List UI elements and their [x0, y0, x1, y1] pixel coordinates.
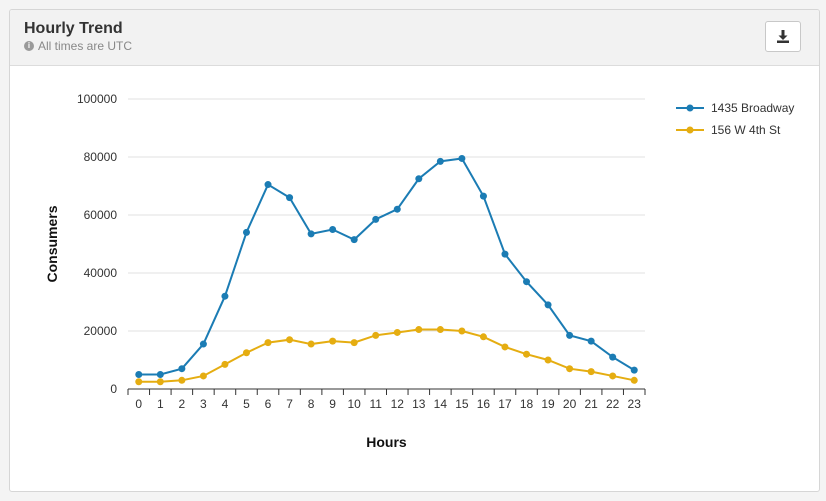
x-tick-label: 13 — [412, 397, 426, 411]
data-point — [436, 157, 444, 165]
data-point — [630, 376, 638, 384]
x-tick-label: 4 — [222, 397, 229, 411]
data-point — [242, 349, 250, 357]
x-tick-label: 21 — [584, 397, 598, 411]
x-tick-label: 3 — [200, 397, 207, 411]
x-tick-label: 22 — [606, 397, 620, 411]
data-point — [372, 331, 380, 339]
y-tick-label: 40000 — [84, 266, 118, 280]
data-point — [135, 378, 143, 386]
legend-label: 1435 Broadway — [711, 101, 794, 115]
x-tick-label: 5 — [243, 397, 250, 411]
x-tick-label: 18 — [520, 397, 534, 411]
data-point — [264, 181, 272, 189]
x-tick-label: 19 — [541, 397, 555, 411]
data-point — [178, 365, 186, 373]
data-point — [307, 340, 315, 348]
x-tick-label: 15 — [455, 397, 469, 411]
y-tick-label: 100000 — [77, 92, 117, 106]
download-button[interactable] — [765, 21, 801, 52]
data-point — [221, 292, 229, 300]
y-tick-label: 20000 — [84, 324, 118, 338]
data-point — [458, 154, 466, 162]
data-point — [156, 371, 164, 378]
data-point — [544, 301, 552, 309]
data-point — [350, 236, 358, 244]
data-point — [178, 376, 186, 384]
data-point — [286, 336, 294, 344]
data-point — [501, 250, 509, 258]
download-icon — [777, 30, 789, 43]
data-point — [479, 192, 487, 200]
legend-label: 156 W 4th St — [711, 123, 781, 137]
data-point — [566, 331, 574, 339]
data-point — [415, 175, 423, 183]
data-point — [609, 372, 617, 380]
data-point — [523, 278, 531, 286]
x-tick-label: 14 — [434, 397, 448, 411]
data-point — [566, 365, 574, 373]
data-point — [329, 226, 337, 233]
data-point — [156, 378, 164, 386]
legend-item: 156 W 4th St — [676, 123, 781, 137]
data-point — [372, 215, 380, 223]
hourly-trend-panel: Hourly Trend i All times are UTC — [9, 9, 820, 492]
info-icon: i — [24, 41, 34, 51]
panel-header: Hourly Trend i All times are UTC — [10, 10, 819, 66]
y-tick-label: 0 — [110, 382, 117, 396]
data-point — [415, 326, 423, 334]
data-point — [479, 333, 487, 341]
data-point — [630, 366, 638, 374]
data-point — [609, 353, 617, 361]
data-point — [501, 343, 509, 351]
data-point — [458, 327, 466, 335]
x-tick-label: 9 — [329, 397, 336, 411]
legend-marker — [686, 104, 694, 112]
data-point — [199, 340, 207, 348]
x-tick-label: 0 — [135, 397, 142, 411]
data-point — [242, 228, 250, 236]
x-tick-label: 8 — [308, 397, 315, 411]
x-tick-label: 17 — [498, 397, 512, 411]
x-tick-label: 12 — [391, 397, 405, 411]
legend-marker — [686, 126, 694, 134]
x-tick-label: 20 — [563, 397, 577, 411]
data-point — [350, 339, 358, 347]
subtitle-text: All times are UTC — [38, 39, 133, 53]
series-line — [138, 328, 635, 383]
legend-item: 1435 Broadway — [676, 101, 794, 115]
data-point — [393, 205, 401, 213]
x-tick-label: 10 — [348, 397, 362, 411]
data-point — [393, 328, 401, 336]
panel-title: Hourly Trend — [24, 20, 123, 37]
x-tick-label: 1 — [157, 397, 164, 411]
data-point — [307, 230, 315, 238]
x-tick-label: 2 — [179, 397, 186, 411]
data-point — [587, 368, 595, 376]
data-point — [221, 360, 229, 368]
y-tick-label: 80000 — [84, 150, 118, 164]
x-tick-label: 11 — [369, 397, 382, 411]
y-tick-label: 60000 — [84, 208, 118, 222]
data-point — [523, 350, 531, 358]
x-tick-label: 7 — [286, 397, 293, 411]
data-point — [135, 371, 143, 378]
panel-subtitle: i All times are UTC — [24, 39, 132, 53]
data-point — [199, 372, 207, 380]
y-axis-title: Consumers — [44, 205, 60, 282]
x-tick-label: 16 — [477, 397, 491, 411]
data-point — [436, 326, 444, 334]
x-tick-label: 6 — [265, 397, 272, 411]
data-point — [587, 337, 595, 345]
x-axis-title: Hours — [366, 434, 407, 450]
data-point — [286, 194, 294, 202]
data-point — [329, 337, 337, 345]
data-point — [544, 356, 552, 364]
series-line — [138, 157, 635, 376]
data-point — [264, 339, 272, 347]
x-tick-label: 23 — [628, 397, 642, 411]
